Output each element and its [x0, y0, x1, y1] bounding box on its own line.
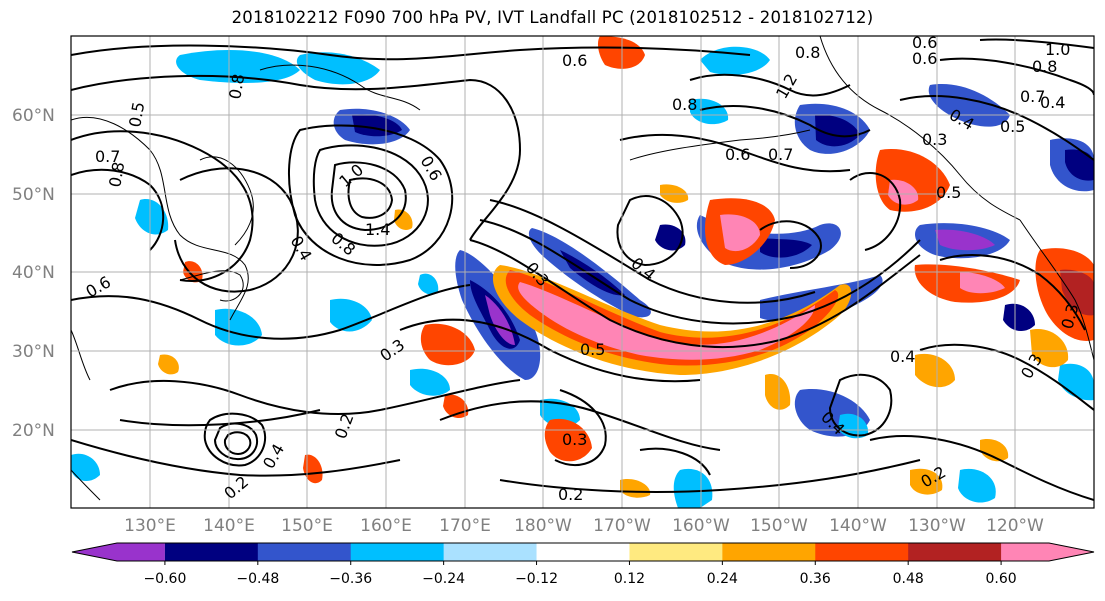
- latitude-labels: 60°N 50°N 40°N 30°N 20°N: [12, 106, 55, 441]
- colorbar-tick-label: 0.60: [986, 571, 1017, 587]
- contour-label: 0.4: [890, 347, 915, 366]
- contour-label: 0.4: [1040, 93, 1065, 112]
- colorbar-tick-label: −0.60: [143, 571, 186, 587]
- colorbar-tick-label: −0.48: [236, 571, 279, 587]
- colorbar-tick-label: −0.36: [329, 571, 372, 587]
- longitude-labels: 130°E 140°E 150°E 160°E 170°E 180°W 170°…: [124, 516, 1044, 536]
- colorbar-segment: [908, 543, 1002, 561]
- colorbar-tick-label: −0.12: [515, 571, 558, 587]
- lat-label-30n: 30°N: [12, 342, 55, 362]
- colorbar-segment: [536, 543, 630, 561]
- contour-label: 0.2: [558, 485, 583, 504]
- contour-label: 0.8: [795, 43, 820, 62]
- contour-label: 0.2: [331, 411, 358, 441]
- colorbar-tick-label: 0.24: [707, 571, 738, 587]
- lon-label: 160°E: [360, 516, 412, 536]
- lat-label-40n: 40°N: [12, 263, 55, 283]
- colorbar-segment: [815, 543, 909, 561]
- colorbar-tick-label: −0.24: [422, 571, 465, 587]
- contour-label: 0.6: [562, 51, 587, 70]
- contour-label: 0.6: [417, 153, 446, 185]
- colorbar-tick-label: 0.12: [614, 571, 645, 587]
- contour-label: 0.6: [912, 33, 937, 52]
- contour-label: 1.4: [365, 220, 390, 239]
- colorbar: −0.60 −0.48 −0.36 −0.24 −0.12 0.12 0.24 0.36 0.4…: [71, 542, 1095, 587]
- colorbar-tick-label: 0.48: [893, 571, 924, 587]
- contour-label: 1.2: [772, 70, 801, 102]
- contour-label: 0.5: [936, 183, 961, 202]
- contour-label: 0.8: [105, 160, 128, 188]
- contour-label: 1.0: [1045, 40, 1070, 59]
- contour-label: 0.3: [922, 130, 947, 149]
- colorbar-segment: [257, 543, 352, 561]
- lon-label: 150°W: [750, 516, 808, 536]
- lon-label: 170°E: [439, 516, 491, 536]
- colorbar-extend-low: [72, 543, 165, 561]
- colorbar-segment: [629, 543, 723, 561]
- pv-contours: [71, 38, 1094, 501]
- colorbar-segment: [443, 543, 538, 561]
- contour-label: 0.8: [672, 95, 697, 114]
- colorbar-tick-label: 0.36: [800, 571, 831, 587]
- contour-label: 0.8: [225, 72, 248, 100]
- contour-label: 0.6: [725, 145, 750, 164]
- colorbar-segment: [350, 543, 445, 561]
- colorbar-segment: [164, 543, 259, 561]
- contour-label: 0.5: [580, 340, 605, 359]
- lon-label: 120°W: [986, 516, 1044, 536]
- lon-label: 170°W: [593, 516, 651, 536]
- colorbar-outline: [71, 542, 1095, 562]
- lon-label: 150°E: [281, 516, 333, 536]
- contour-label: 0.3: [376, 335, 408, 365]
- contour-labels: 0.5 0.8 0.7 0.6 1.0 0.8 1.4 0.4 0.6 0.8 …: [83, 33, 1083, 504]
- colorbar-segment: [722, 543, 816, 561]
- lat-label-60n: 60°N: [12, 106, 55, 126]
- map-title: 2018102212 F090 700 hPa PV, IVT Landfall…: [231, 8, 874, 27]
- lat-label-50n: 50°N: [12, 185, 55, 205]
- contour-label: 0.7: [1020, 87, 1045, 106]
- lon-label: 140°W: [829, 516, 887, 536]
- lat-label-20n: 20°N: [12, 421, 55, 441]
- contour-label: 0.5: [1000, 117, 1025, 136]
- contour-label: 0.4: [627, 254, 659, 285]
- colorbar-extend-high: [1001, 543, 1094, 561]
- contour-label: 0.7: [768, 145, 793, 164]
- lon-label: 160°W: [672, 516, 730, 536]
- contour-label: 0.2: [220, 472, 252, 503]
- plot-frame: [70, 35, 1095, 509]
- gridlines: [71, 36, 1094, 508]
- plot-area: 0.5 0.8 0.7 0.6 1.0 0.8 1.4 0.4 0.6 0.8 …: [71, 33, 1094, 508]
- contour-label: 1.0: [335, 160, 367, 191]
- lon-label: 180°W: [514, 516, 572, 536]
- contour-label: 0.5: [125, 100, 148, 128]
- contour-label: 0.6: [912, 49, 937, 68]
- lon-label: 140°E: [203, 516, 255, 536]
- lon-label: 130°W: [908, 516, 966, 536]
- lon-label: 130°E: [124, 516, 176, 536]
- coastlines: [71, 36, 1094, 501]
- shaded-anomaly-orange: [158, 36, 1094, 498]
- contour-label: 0.3: [562, 430, 587, 449]
- contour-label: 0.8: [1032, 57, 1057, 76]
- contour-label: 0.7: [95, 147, 120, 166]
